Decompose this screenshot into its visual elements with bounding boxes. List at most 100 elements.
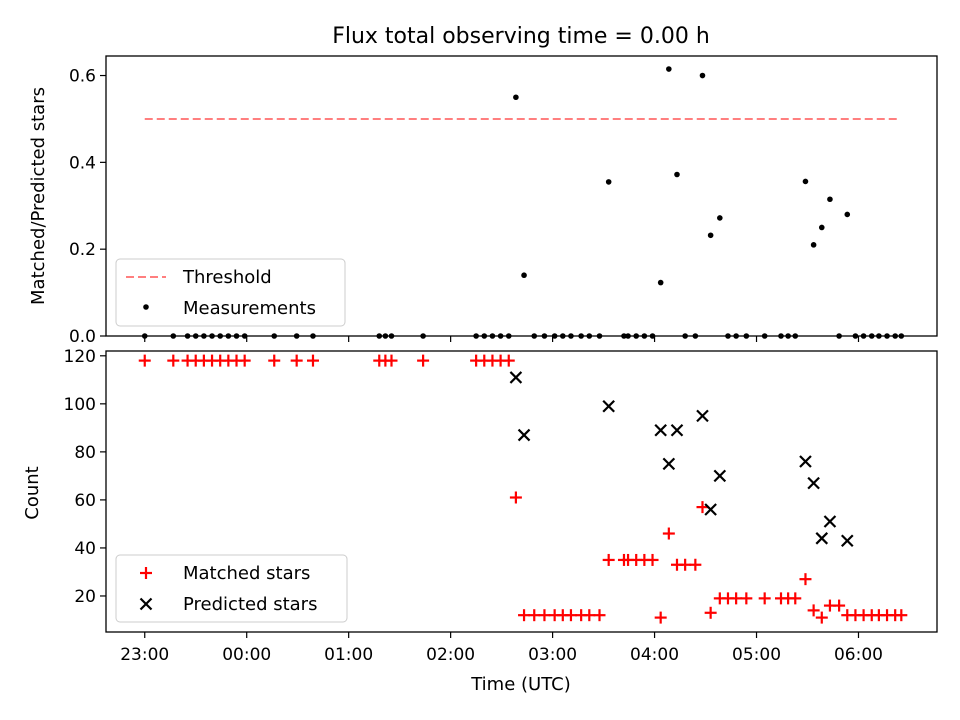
predicted-star-point — [517, 428, 531, 442]
legend-matched-label: Matched stars — [183, 563, 310, 584]
matched-star-point — [815, 611, 828, 624]
measurement-point — [641, 333, 648, 339]
legend-matched-swatch — [140, 567, 152, 579]
legend-measurements-swatch — [143, 304, 149, 310]
measurement-point — [785, 333, 791, 339]
measurement-point — [170, 333, 177, 339]
x-tick-label: 00:00 — [222, 645, 271, 665]
matched-star-point — [654, 611, 667, 624]
predicted-star-point — [670, 423, 684, 437]
predicted-star-point — [815, 532, 829, 545]
legend-measurements-label: Measurements — [183, 298, 316, 319]
measurement-point — [666, 66, 672, 72]
matched-star-point — [268, 354, 281, 367]
legend-predicted-label: Predicted stars — [183, 594, 317, 615]
legend-predicted-swatch — [139, 597, 153, 611]
legend-predicted-marker — [139, 597, 153, 611]
measurement-point — [605, 179, 612, 185]
measurement-point — [761, 333, 768, 339]
matched-star-point — [679, 558, 692, 571]
measurement-point — [521, 272, 527, 279]
matched-star-point — [583, 609, 596, 622]
bottom-y-tick-label: 20 — [74, 587, 96, 607]
bottom-legend-box — [115, 554, 348, 623]
measurement-point — [682, 333, 688, 339]
measurement-point — [802, 178, 809, 185]
matched-star-point — [528, 609, 541, 622]
measurement-point — [513, 94, 519, 101]
x-tick-label: 04:00 — [630, 645, 679, 665]
measurement-point — [489, 333, 496, 339]
matched-star-point — [417, 354, 430, 367]
predicted-star-point — [840, 534, 854, 548]
matched-star-point — [564, 609, 577, 622]
top-legend-box — [115, 258, 346, 327]
measurement-point — [717, 215, 723, 221]
x-tick-label: 05:00 — [732, 645, 781, 665]
measurement-points — [141, 66, 905, 339]
measurement-point — [733, 333, 739, 339]
measurement-point — [778, 333, 784, 339]
measurement-point — [707, 232, 714, 239]
predicted-star-point — [713, 469, 727, 483]
matched-star-point — [138, 354, 151, 367]
matched-star-point — [895, 609, 908, 622]
measurement-point — [852, 333, 859, 339]
matched-star-point — [306, 354, 319, 367]
matched-star-point — [602, 553, 615, 566]
measurement-point — [876, 333, 882, 339]
measurement-point — [621, 333, 627, 339]
matched-star-point — [167, 354, 180, 367]
predicted-star-point — [654, 423, 667, 437]
matched-star-point — [646, 553, 659, 566]
top-y-ticks: 0.0 0.2 0.4 0.6 — [69, 67, 106, 347]
matched-star-point — [704, 606, 717, 619]
measurement-point — [699, 72, 706, 79]
predicted-star-point — [799, 455, 812, 468]
matched-star-point — [385, 354, 398, 367]
measurement-point — [217, 333, 223, 339]
measurement-point — [209, 333, 215, 339]
matched-star-point — [789, 592, 802, 605]
matched-star-point — [696, 501, 709, 514]
measurement-point — [559, 333, 566, 339]
measurement-point — [192, 333, 199, 339]
matched-star-point — [740, 592, 753, 605]
measurement-point — [497, 333, 504, 339]
top-y-tick-label: 0.0 — [69, 327, 96, 347]
predicted-star-point — [704, 503, 717, 516]
measurement-point — [692, 333, 699, 339]
top-y-axis-label: Matched/Predicted stars — [28, 87, 49, 305]
measurement-point — [596, 333, 603, 339]
measurement-point — [892, 333, 898, 339]
measurement-point — [376, 333, 383, 339]
bottom-y-tick-label: 60 — [74, 491, 96, 511]
predicted-star-point — [509, 371, 523, 384]
matched-star-point — [730, 592, 743, 605]
measurement-point — [420, 333, 426, 339]
bottom-y-tick-label: 100 — [64, 395, 96, 415]
measurement-point — [674, 171, 680, 178]
x-axis-label: Time (UTC) — [470, 674, 571, 695]
measurement-point — [657, 279, 664, 286]
measurement-point — [531, 333, 538, 339]
bottom-y-axis-label: Count — [22, 466, 43, 519]
matched-star-point — [593, 609, 606, 622]
top-y-tick-label: 0.2 — [69, 240, 96, 260]
bottom-x-ticks: 23:00 00:00 01:00 02:00 03:00 04:00 05:00 06:00 — [120, 632, 883, 665]
x-tick-label: 01:00 — [324, 645, 373, 665]
legend-threshold-label: Threshold — [182, 267, 272, 288]
measurement-point — [818, 224, 825, 231]
x-tick-label: 23:00 — [120, 645, 169, 665]
measurement-point — [578, 333, 584, 339]
measurement-point — [293, 333, 300, 339]
bottom-y-tick-label: 120 — [64, 347, 96, 367]
matched-star-point — [689, 558, 702, 571]
measurement-point — [388, 333, 395, 339]
measurement-point — [836, 333, 842, 339]
x-tick-label: 02:00 — [426, 645, 475, 665]
top-panel: 0.0 0.2 0.4 0.6 Matched/Predicted stars Thr… — [28, 55, 938, 347]
measurement-point — [884, 333, 890, 339]
measurement-point — [898, 333, 905, 339]
matched-star-point — [833, 599, 846, 612]
